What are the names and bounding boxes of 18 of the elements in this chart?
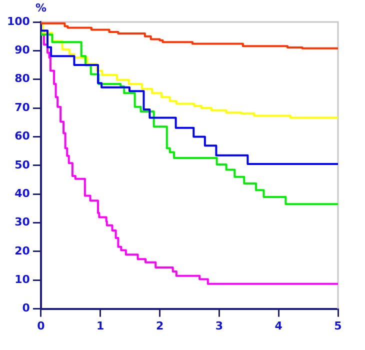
y-tick-label: 80	[14, 72, 30, 86]
y-tick-label: 90	[14, 44, 30, 57]
y-tick-label: 30	[14, 216, 30, 229]
y-tick-label: 70	[14, 100, 30, 114]
y-tick-label: 20	[14, 244, 30, 258]
x-tick-label: 1	[96, 319, 104, 332]
y-tick-label: 60	[14, 130, 30, 143]
y-tick-label: 10	[14, 272, 30, 286]
y-tick-label: 50	[14, 158, 30, 172]
x-tick-label: 3	[215, 319, 224, 332]
x-tick-label: 2	[156, 319, 164, 332]
x-tick-label: 5	[334, 319, 342, 332]
y-axis-title: %	[35, 1, 46, 14]
x-tick-label: 0	[37, 319, 46, 332]
y-tick-label: 0	[22, 302, 30, 315]
y-tick-label: 100	[6, 14, 30, 28]
y-tick-label: 40	[14, 186, 30, 200]
x-tick-label: 4	[274, 319, 283, 332]
